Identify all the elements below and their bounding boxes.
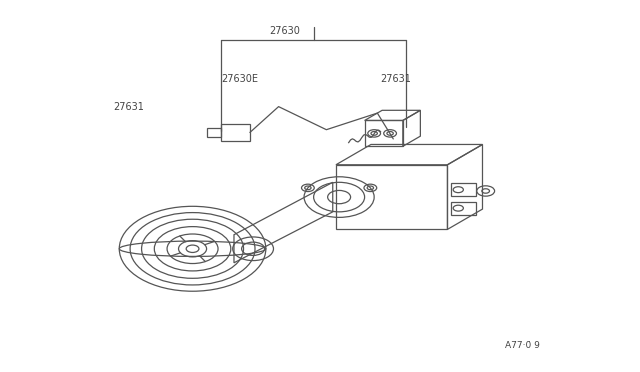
- Text: 27631: 27631: [381, 74, 412, 84]
- Text: A77·0̇ 9: A77·0̇ 9: [505, 341, 540, 350]
- Text: 27630: 27630: [269, 26, 300, 36]
- Text: 27630E: 27630E: [221, 74, 258, 84]
- Text: 27631: 27631: [113, 102, 144, 112]
